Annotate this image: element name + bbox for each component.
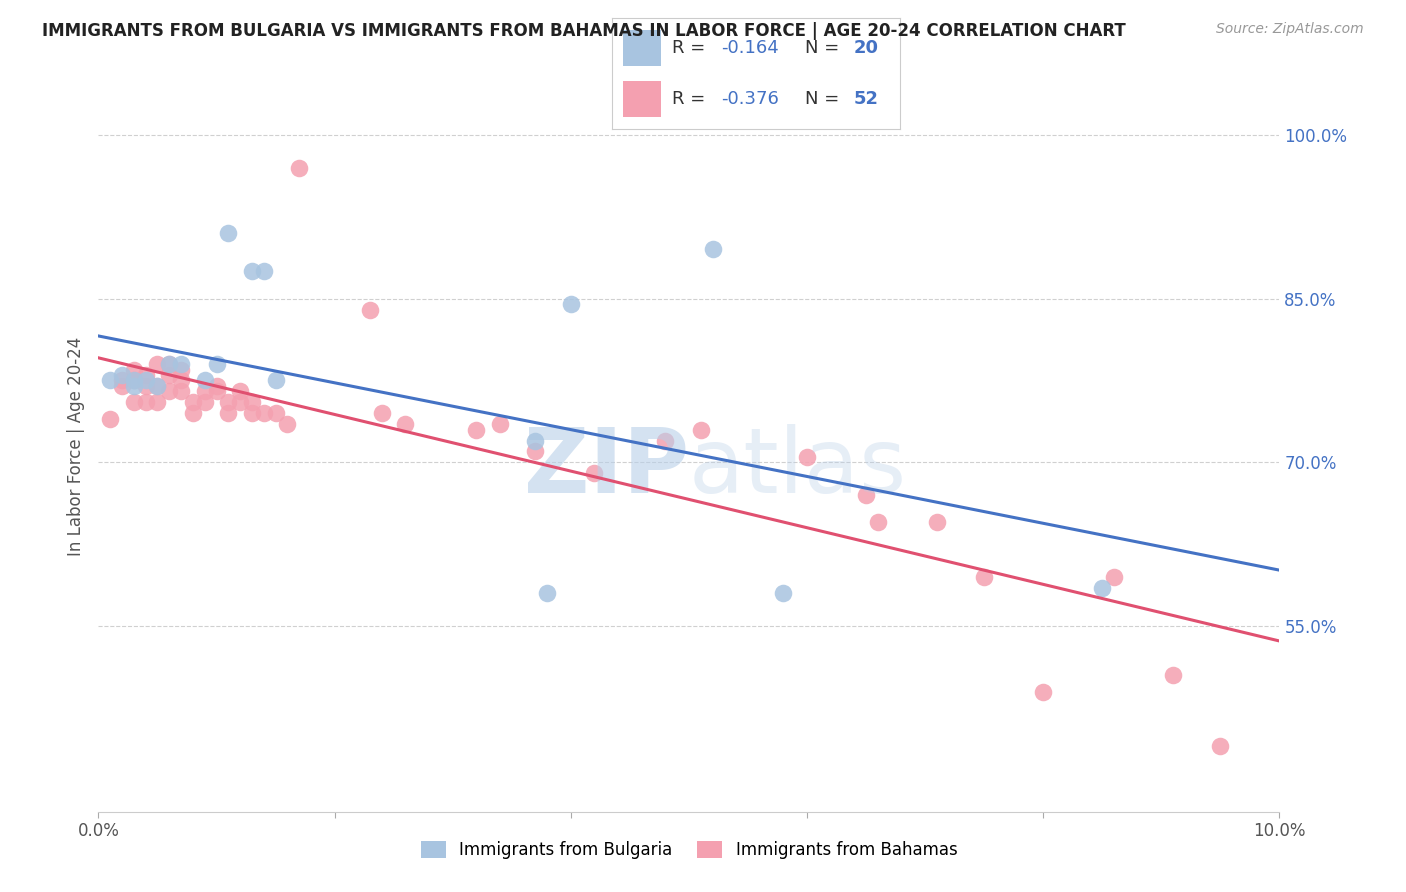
Point <box>194 384 217 399</box>
Point <box>925 516 948 530</box>
Point <box>465 423 488 437</box>
Text: Source: ZipAtlas.com: Source: ZipAtlas.com <box>1216 22 1364 37</box>
Point <box>170 362 193 376</box>
Point <box>98 374 121 388</box>
Point <box>524 434 547 448</box>
Point <box>135 395 157 409</box>
Bar <box>623 30 661 66</box>
Point <box>146 379 169 393</box>
Point <box>135 374 157 388</box>
Text: atlas: atlas <box>689 424 907 512</box>
Point <box>1161 668 1184 682</box>
Point <box>122 374 145 388</box>
Point <box>217 226 239 240</box>
Point <box>205 379 228 393</box>
Point <box>583 467 606 481</box>
Point <box>689 423 711 437</box>
Point <box>146 379 169 393</box>
Point <box>654 434 676 448</box>
Point <box>157 368 180 382</box>
Y-axis label: In Labor Force | Age 20-24: In Labor Force | Age 20-24 <box>66 336 84 556</box>
Point <box>217 406 239 420</box>
Bar <box>623 81 661 117</box>
Point <box>855 488 877 502</box>
Point <box>253 406 276 420</box>
Point <box>359 302 381 317</box>
Point <box>111 374 134 388</box>
Point <box>371 406 394 420</box>
Point <box>181 395 204 409</box>
Point <box>205 357 228 371</box>
Text: -0.376: -0.376 <box>721 90 779 108</box>
Point <box>1209 739 1232 754</box>
Text: -0.164: -0.164 <box>721 39 779 57</box>
Text: ZIP: ZIP <box>524 424 689 512</box>
Point <box>157 357 180 371</box>
Point <box>264 374 287 388</box>
Point <box>288 161 311 175</box>
Point <box>146 395 169 409</box>
Point <box>122 379 145 393</box>
Point <box>560 297 582 311</box>
Point <box>135 368 157 382</box>
Point <box>122 362 145 376</box>
Point <box>146 357 169 371</box>
Point <box>157 357 180 371</box>
Point <box>181 406 204 420</box>
Point <box>1091 581 1114 595</box>
Point <box>264 406 287 420</box>
Point <box>1032 684 1054 698</box>
Point <box>205 384 228 399</box>
Point <box>135 379 157 393</box>
Point <box>796 450 818 464</box>
Point <box>170 357 193 371</box>
Legend: Immigrants from Bulgaria, Immigrants from Bahamas: Immigrants from Bulgaria, Immigrants fro… <box>413 834 965 865</box>
Point <box>276 417 298 432</box>
Text: N =: N = <box>804 39 845 57</box>
Point <box>240 264 263 278</box>
Point <box>253 264 276 278</box>
Point <box>240 395 263 409</box>
Point <box>98 411 121 425</box>
Point <box>122 374 145 388</box>
Point <box>394 417 416 432</box>
Point <box>170 374 193 388</box>
Text: R =: R = <box>672 90 711 108</box>
Text: N =: N = <box>804 90 845 108</box>
Point <box>973 570 995 584</box>
Point <box>122 395 145 409</box>
Point <box>536 586 558 600</box>
Point <box>772 586 794 600</box>
Point <box>170 384 193 399</box>
Text: R =: R = <box>672 39 711 57</box>
Point <box>1102 570 1125 584</box>
Point <box>240 406 263 420</box>
Text: 52: 52 <box>853 90 879 108</box>
Point <box>194 374 217 388</box>
Point <box>194 395 217 409</box>
Point <box>524 444 547 458</box>
Point <box>111 368 134 382</box>
Point <box>217 395 239 409</box>
Point <box>229 384 252 399</box>
Text: 20: 20 <box>853 39 879 57</box>
Point <box>111 379 134 393</box>
Text: IMMIGRANTS FROM BULGARIA VS IMMIGRANTS FROM BAHAMAS IN LABOR FORCE | AGE 20-24 C: IMMIGRANTS FROM BULGARIA VS IMMIGRANTS F… <box>42 22 1126 40</box>
Point <box>702 243 724 257</box>
Point <box>866 516 889 530</box>
Point <box>229 395 252 409</box>
Point <box>489 417 512 432</box>
Point <box>157 384 180 399</box>
